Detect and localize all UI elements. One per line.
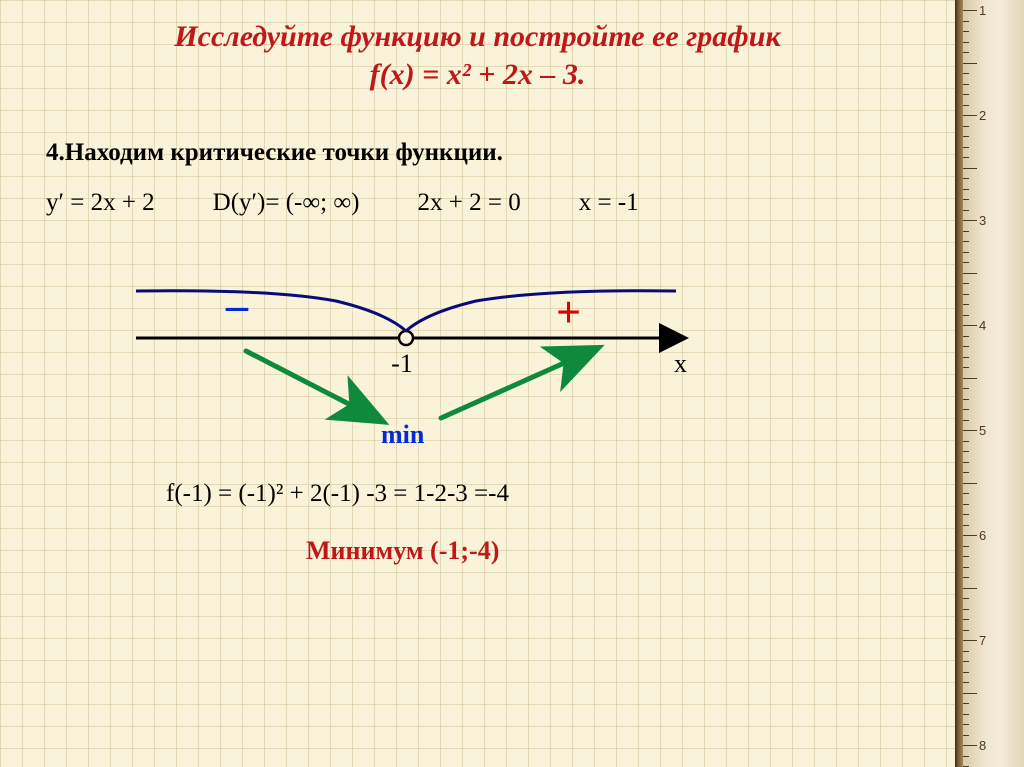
ruler-ticks: 12345678 [963,0,1024,767]
svg-text:-1: -1 [391,349,413,378]
title-line-2: f(x) = x² + 2x – 3. [46,56,909,94]
ruler: 12345678 [955,0,1024,767]
step-heading: 4.Находим критические точки функции. [46,139,909,167]
minimum-result: Минимум (-1;-4) [306,536,909,566]
svg-text:min: min [381,420,425,449]
slide-title: Исследуйте функцию и постройте ее график… [46,18,909,93]
svg-text:_: _ [225,266,249,315]
svg-text:+: + [556,288,581,337]
sign-diagram: -1 x _ + min [46,243,909,458]
eq-domain: D(y′)= (-∞; ∞) [213,189,360,217]
svg-text:x: x [674,349,687,378]
equation-row: y′ = 2x + 2 D(y′)= (-∞; ∞) 2x + 2 = 0 x … [46,189,909,217]
eq-derivative: y′ = 2x + 2 [46,189,155,217]
title-line-1: Исследуйте функцию и постройте ее график [46,18,909,56]
function-value-calc: f(-1) = (-1)² + 2(-1) -3 = 1-2-3 =-4 [166,480,909,508]
eq-zero: 2x + 2 = 0 [418,189,521,217]
eq-root: x = -1 [579,189,639,217]
graph-paper-area: Исследуйте функцию и постройте ее график… [0,0,955,767]
ruler-binding-edge [955,0,963,767]
